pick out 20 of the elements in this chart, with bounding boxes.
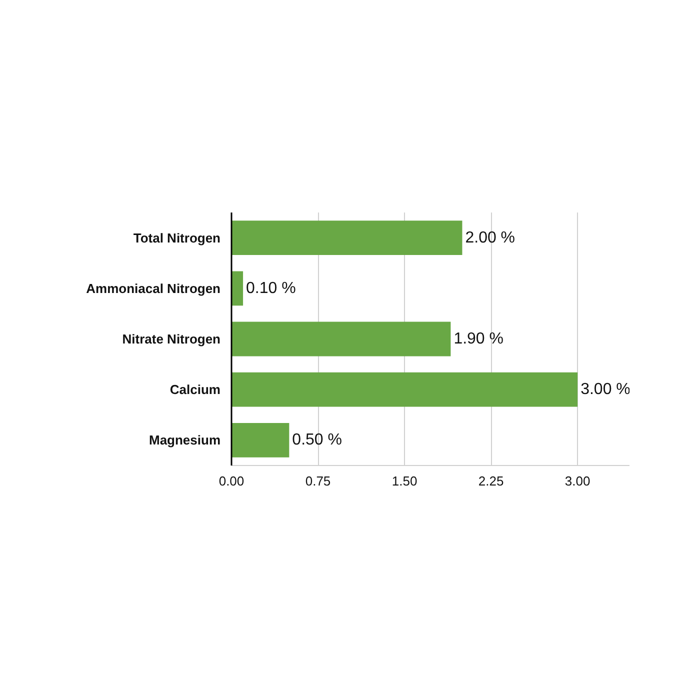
bar: [232, 322, 451, 356]
data-label: 2.00 %: [465, 229, 516, 246]
x-tick-label: 1.50: [392, 474, 418, 488]
y-tick-label: Nitrate Nitrogen: [122, 332, 221, 346]
x-tick-label: 3.00: [564, 474, 590, 488]
bar: [232, 372, 578, 407]
bar: [232, 220, 462, 256]
data-label: 3.00 %: [580, 381, 630, 398]
data-label: 0.10 %: [246, 280, 296, 297]
y-tick-label: Calcium: [170, 382, 221, 398]
data-label: 1.90 %: [454, 330, 504, 348]
bar: [232, 271, 244, 306]
x-tick-label: 2.25: [478, 474, 504, 488]
x-tick-label: 0.00: [218, 474, 244, 488]
y-tick-label: Total Nitrogen: [133, 230, 221, 246]
y-tick-label: Magnesium: [148, 432, 221, 448]
x-tick-label: 0.75: [305, 474, 331, 488]
bar: [232, 422, 290, 458]
data-label: 0.50 %: [292, 432, 342, 449]
y-tick-label: Ammoniacal Nitrogen: [86, 280, 221, 296]
